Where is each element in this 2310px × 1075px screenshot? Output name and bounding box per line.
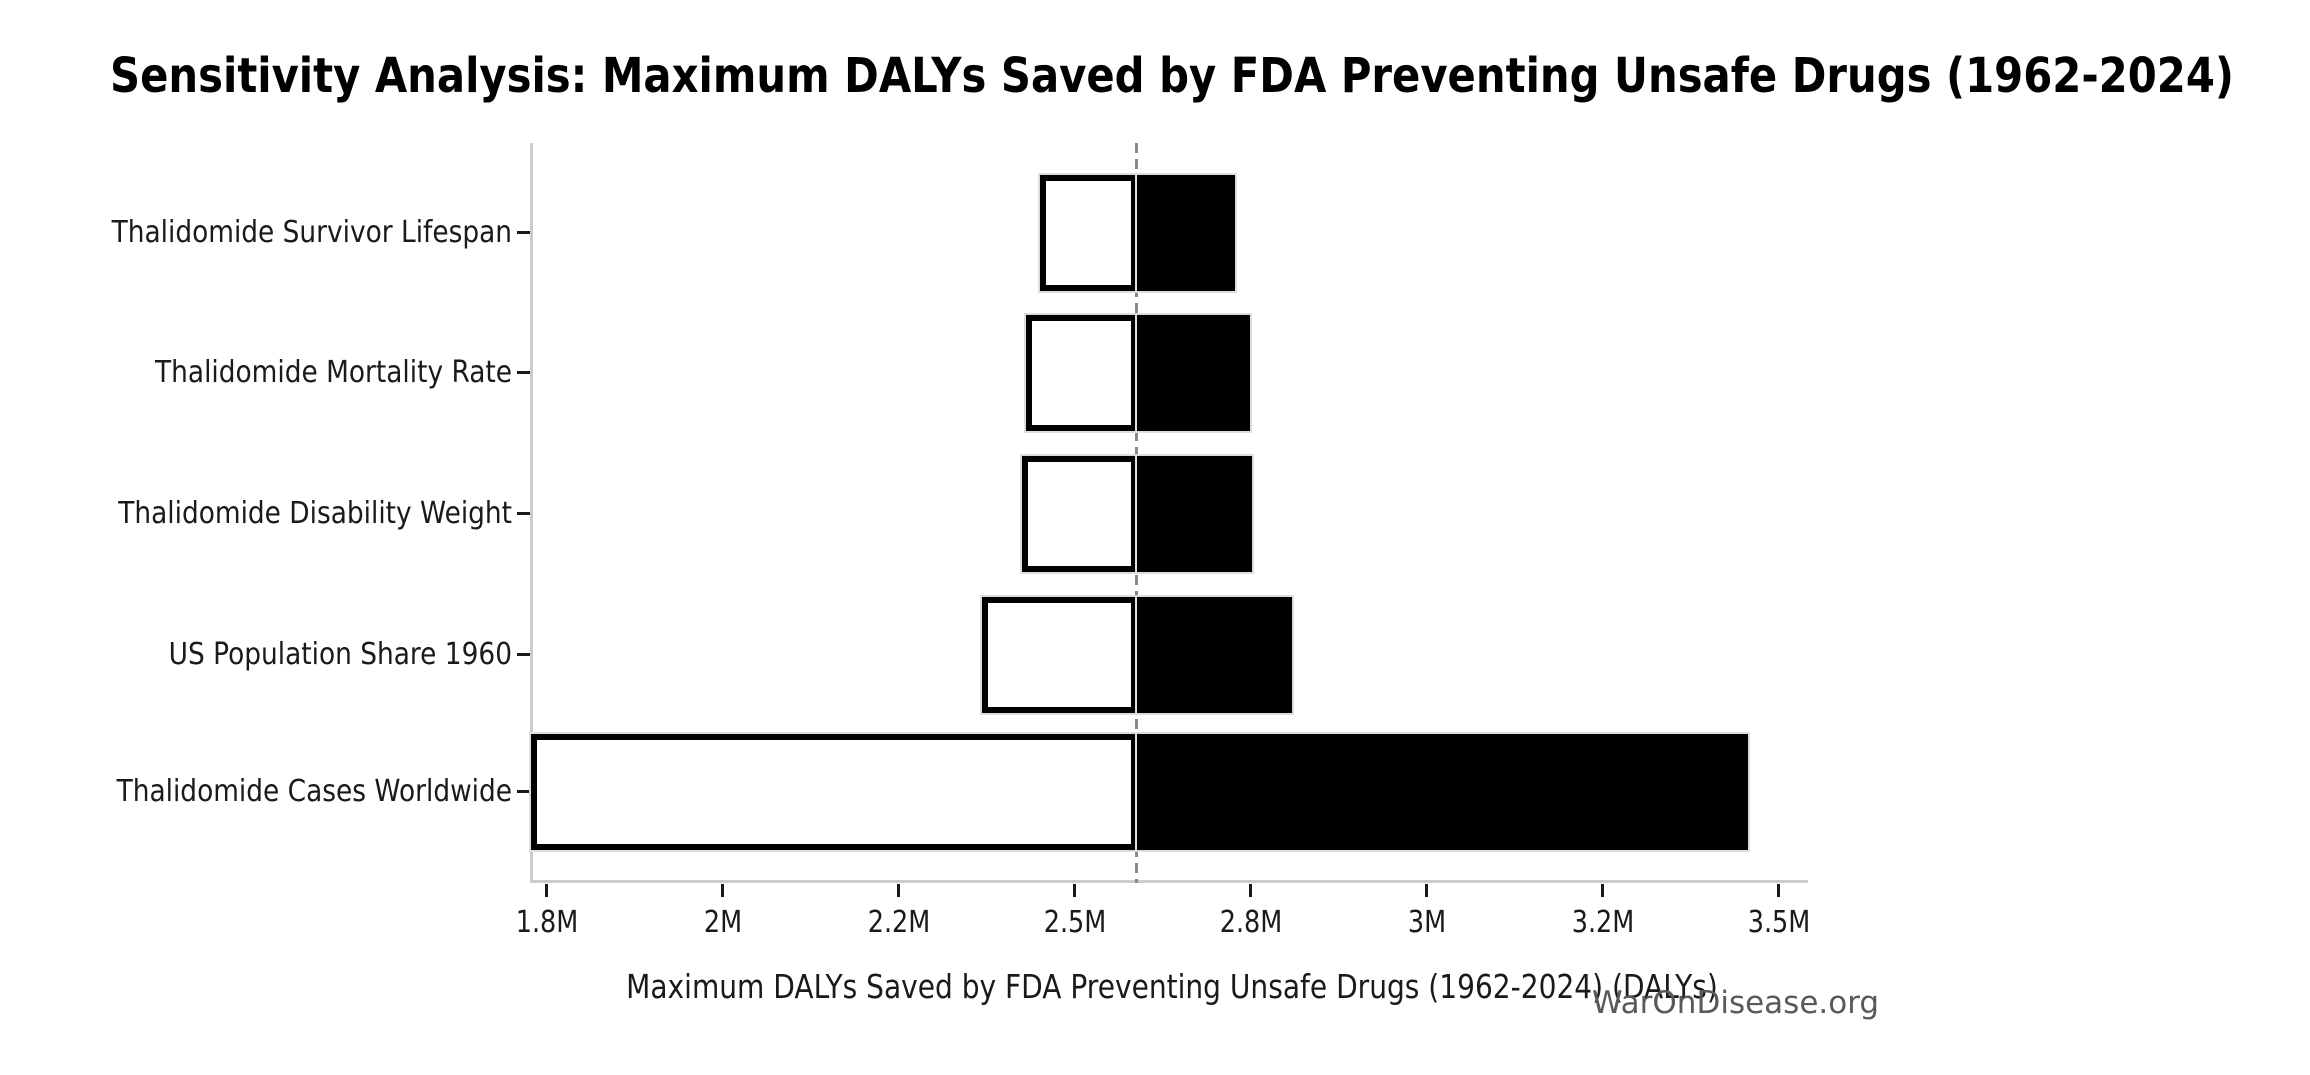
y-tick-label: Thalidomide Disability Weight xyxy=(118,496,512,531)
y-tick-label: Thalidomide Mortality Rate xyxy=(155,355,513,390)
x-tick-label: 2.2M xyxy=(867,905,931,940)
x-axis-label: Maximum DALYs Saved by FDA Preventing Un… xyxy=(626,967,1718,1006)
y-tick-label: Thalidomide Cases Worldwide xyxy=(116,774,512,809)
x-axis-spine xyxy=(530,880,1808,883)
y-tick-mark xyxy=(517,653,530,656)
x-tick-mark xyxy=(1425,884,1429,897)
x-tick-mark xyxy=(1073,884,1077,897)
x-tick-mark xyxy=(721,884,725,897)
x-tick-label: 2.5M xyxy=(1043,905,1107,940)
bar-low-segment xyxy=(1038,173,1139,293)
x-tick-mark xyxy=(1601,884,1605,897)
bar-high-segment xyxy=(1134,595,1295,715)
x-tick-mark xyxy=(897,884,901,897)
x-tick-label: 1.8M xyxy=(515,905,579,940)
bar-low-segment xyxy=(979,595,1139,715)
y-tick-mark xyxy=(517,790,530,793)
bar-low-segment xyxy=(528,732,1139,852)
y-tick-mark xyxy=(517,512,530,515)
bar-low-segment xyxy=(1024,313,1139,433)
bar-high-segment xyxy=(1134,313,1253,433)
y-axis-spine xyxy=(530,143,533,883)
y-tick-label: Thalidomide Survivor Lifespan xyxy=(111,215,512,250)
x-tick-label: 2.8M xyxy=(1219,905,1283,940)
bar-high-segment xyxy=(1134,454,1255,574)
x-tick-label: 3.2M xyxy=(1571,905,1635,940)
x-tick-mark xyxy=(545,884,549,897)
bar-low-segment xyxy=(1020,454,1139,574)
x-tick-mark xyxy=(1249,884,1253,897)
x-tick-label: 3M xyxy=(1407,905,1446,940)
y-tick-mark xyxy=(517,231,530,234)
y-tick-label: US Population Share 1960 xyxy=(168,637,512,672)
y-tick-mark xyxy=(517,371,530,374)
bar-high-segment xyxy=(1134,732,1750,852)
x-tick-label: 2M xyxy=(703,905,742,940)
bar-high-segment xyxy=(1134,173,1237,293)
x-tick-label: 3.5M xyxy=(1747,905,1811,940)
chart-title: Sensitivity Analysis: Maximum DALYs Save… xyxy=(110,48,2234,104)
x-tick-mark xyxy=(1777,884,1781,897)
watermark: WarOnDisease.org xyxy=(1592,985,1880,1021)
